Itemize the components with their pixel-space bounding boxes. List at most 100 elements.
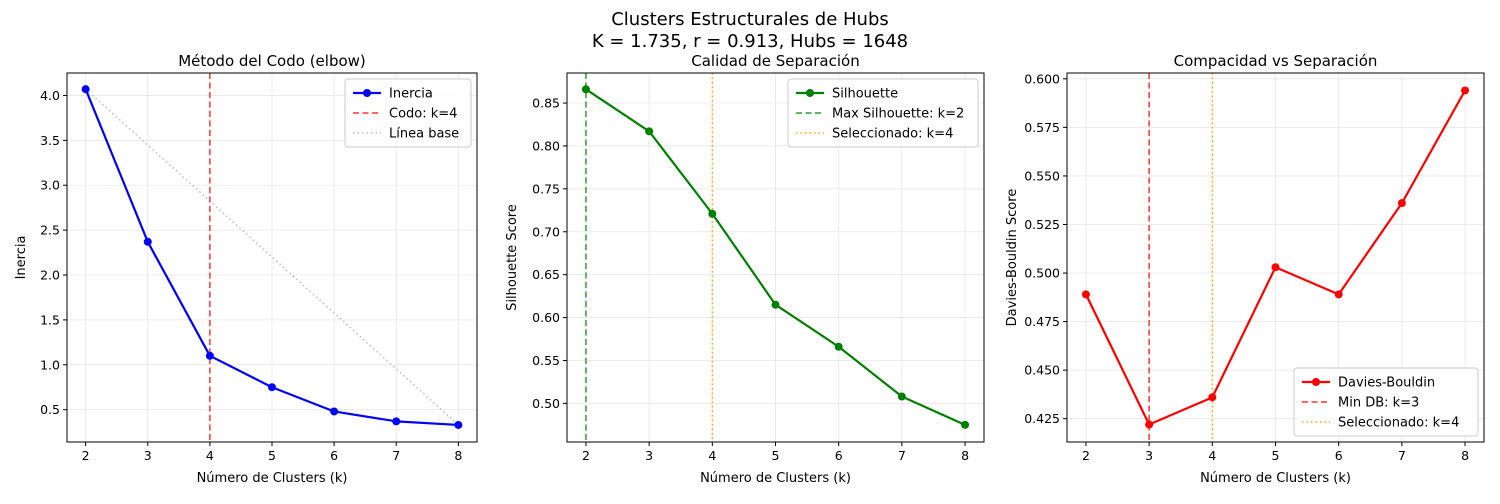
x-tick-label: 2 <box>582 448 590 463</box>
x-tick-label: 7 <box>1398 448 1406 463</box>
data-point <box>81 85 90 94</box>
legend-marker <box>806 89 814 97</box>
data-point <box>1208 393 1217 402</box>
y-tick-label: 0.75 <box>532 181 560 196</box>
x-tick-label: 4 <box>206 448 214 463</box>
x-axis-label: Número de Clusters (k) <box>700 471 851 486</box>
x-axis-label: Número de Clusters (k) <box>197 471 348 486</box>
x-tick-label: 3 <box>1145 448 1153 463</box>
legend-label: Seleccionado: k=4 <box>1338 416 1459 431</box>
y-axis-label: Inercia <box>14 236 29 280</box>
y-tick-label: 0.85 <box>532 96 560 111</box>
data-point <box>1397 199 1406 208</box>
legend: Silhouette Max Silhouette: k=2 Seleccionad… <box>787 78 979 148</box>
panel-title: Calidad de Separación <box>691 52 859 70</box>
legend-label: Codo: k=4 <box>389 107 457 122</box>
data-point <box>581 85 590 94</box>
data-point <box>1081 290 1090 299</box>
data-point <box>392 417 401 426</box>
y-tick-label: 2.5 <box>40 223 60 238</box>
data-point <box>1461 86 1470 95</box>
y-tick-label: 0.450 <box>1024 363 1060 378</box>
data-point <box>834 342 843 351</box>
legend-label: Max Silhouette: k=2 <box>832 107 964 122</box>
legend-label: Seleccionado: k=4 <box>832 127 953 142</box>
legend-label: Inercia <box>389 87 433 102</box>
chart-panel-1: 2 3 4 5 6 7 8 0.5 1.0 1.5 2.0 2.5 3.0 3.5 4.0 Método de… <box>14 52 478 486</box>
x-tick-label: 4 <box>708 448 716 463</box>
data-point <box>771 300 780 309</box>
data-point <box>1334 290 1343 299</box>
y-tick-label: 0.50 <box>532 396 560 411</box>
data-point <box>330 407 339 416</box>
y-tick-label: 1.5 <box>40 312 60 327</box>
y-tick-label: 0.500 <box>1024 266 1060 281</box>
x-tick-label: 8 <box>1461 448 1469 463</box>
x-axis-label: Número de Clusters (k) <box>1200 471 1351 486</box>
legend-box <box>344 78 472 148</box>
y-tick-label: 4.0 <box>40 88 60 103</box>
figure-subtitle: K = 1.735, r = 0.913, Hubs = 1648 <box>592 31 908 52</box>
data-point <box>897 392 906 401</box>
data-point <box>454 420 463 429</box>
figure-title: Clusters Estructurales de Hubs <box>611 9 889 30</box>
y-tick-label: 0.425 <box>1024 411 1060 426</box>
y-tick-label: 0.575 <box>1024 120 1060 135</box>
chart-panel-3: 2 3 4 5 6 7 8 0.425 0.450 0.475 0.500 0.525 0.550 0.5… <box>1005 52 1485 486</box>
x-tick-label: 6 <box>1335 448 1343 463</box>
legend-label: Silhouette <box>832 87 898 102</box>
panel-title: Método del Codo (elbow) <box>178 52 366 70</box>
x-tick-label: 3 <box>645 448 653 463</box>
y-tick-label: 1.0 <box>40 357 60 372</box>
legend: Davies-Bouldin Min DB: k=3 Seleccionado: k… <box>1293 367 1479 437</box>
y-tick-label: 2.0 <box>40 268 60 283</box>
y-axis-label: Davies-Bouldin Score <box>1005 189 1020 327</box>
y-tick-label: 0.600 <box>1024 71 1060 86</box>
data-point <box>1145 420 1154 429</box>
legend-marker <box>363 89 371 97</box>
legend-label: Min DB: k=3 <box>1338 396 1419 411</box>
y-tick-label: 0.55 <box>532 353 560 368</box>
data-point <box>143 237 152 246</box>
data-point <box>708 209 717 218</box>
data-point <box>1271 263 1280 272</box>
x-tick-label: 8 <box>961 448 969 463</box>
y-tick-label: 0.70 <box>532 224 560 239</box>
x-tick-label: 6 <box>835 448 843 463</box>
x-tick-label: 2 <box>1082 448 1090 463</box>
y-tick-label: 0.80 <box>532 138 560 153</box>
y-tick-label: 0.5 <box>40 402 60 417</box>
legend-label: Davies-Bouldin <box>1338 376 1435 391</box>
y-tick-label: 3.0 <box>40 178 60 193</box>
chart-panel-2: 2 3 4 5 6 7 8 0.50 0.55 0.60 0.65 0.70 0.75 0.80 0.85 C… <box>505 52 985 486</box>
x-tick-label: 7 <box>392 448 400 463</box>
y-tick-label: 0.65 <box>532 267 560 282</box>
x-tick-label: 6 <box>330 448 338 463</box>
legend-label: Línea base <box>389 127 459 142</box>
x-tick-label: 5 <box>1272 448 1280 463</box>
data-point <box>205 351 214 360</box>
y-tick-label: 3.5 <box>40 133 60 148</box>
y-axis-label: Silhouette Score <box>505 204 520 311</box>
x-tick-label: 2 <box>82 448 90 463</box>
y-tick-label: 0.550 <box>1024 168 1060 183</box>
data-point <box>268 383 276 392</box>
x-tick-label: 5 <box>772 448 780 463</box>
panel-title: Compacidad vs Separación <box>1174 52 1378 70</box>
x-tick-label: 4 <box>1208 448 1216 463</box>
legend-marker <box>1312 378 1320 386</box>
y-tick-label: 0.475 <box>1024 314 1060 329</box>
y-tick-label: 0.525 <box>1024 217 1060 232</box>
data-point <box>645 127 654 136</box>
x-tick-label: 8 <box>454 448 462 463</box>
x-tick-label: 3 <box>144 448 152 463</box>
legend: Inercia Codo: k=4 Línea base <box>344 78 472 148</box>
data-point <box>961 420 970 429</box>
legend-box <box>787 78 979 148</box>
legend-box <box>1293 367 1479 437</box>
y-tick-label: 0.60 <box>532 310 560 325</box>
x-tick-label: 5 <box>268 448 276 463</box>
x-tick-label: 7 <box>898 448 906 463</box>
